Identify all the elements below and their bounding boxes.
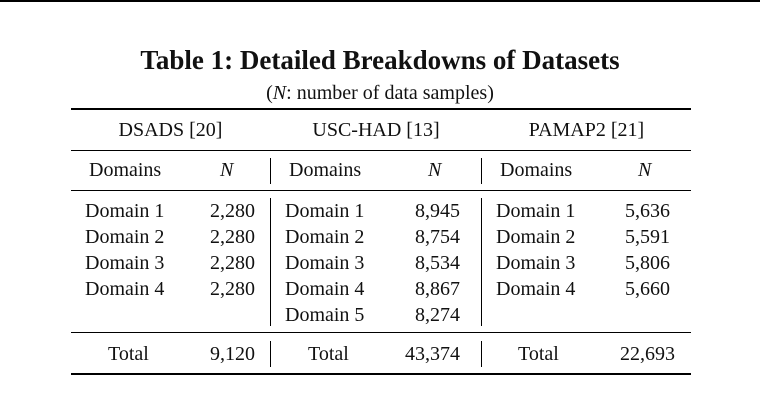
- total-rule: [71, 332, 691, 333]
- column-separator: [270, 341, 271, 367]
- table-cell-domain: Domain 2: [496, 226, 576, 248]
- table-cell-n: 8,274: [415, 304, 460, 326]
- table-cell-n: 2,280: [210, 278, 255, 300]
- top-rule: [71, 108, 691, 110]
- total-label: Total: [108, 343, 149, 365]
- table-cell-n: 8,945: [415, 200, 460, 222]
- table-cell-n: 5,636: [625, 200, 670, 222]
- column-separator: [481, 198, 482, 326]
- table-subtitle: (N: number of data samples): [0, 80, 760, 106]
- column-separator: [481, 158, 482, 184]
- table-cell-n: 2,280: [210, 200, 255, 222]
- table-cell-n: 8,754: [415, 226, 460, 248]
- table-cell-n: 5,660: [625, 278, 670, 300]
- table-cell-n: 5,591: [625, 226, 670, 248]
- table-cell-n: 8,867: [415, 278, 460, 300]
- total-value: 22,693: [620, 343, 675, 365]
- table-cell-domain: Domain 4: [85, 278, 165, 300]
- column-header-domains: Domains: [500, 159, 573, 181]
- table-cell-domain: Domain 2: [285, 226, 365, 248]
- table-cell-domain: Domain 3: [285, 252, 365, 274]
- column-separator: [270, 198, 271, 326]
- top-border: [0, 0, 760, 2]
- total-value: 43,374: [405, 343, 460, 365]
- bottom-rule: [71, 373, 691, 375]
- column-header-domains: Domains: [89, 159, 162, 181]
- column-header-domains: Domains: [289, 159, 362, 181]
- column-separator: [270, 158, 271, 184]
- subtitle-open: (: [266, 82, 273, 104]
- total-label: Total: [518, 343, 559, 365]
- subtitle-symbol: N: [272, 82, 287, 104]
- table-cell-domain: Domain 1: [496, 200, 576, 222]
- table-cell-domain: Domain 3: [85, 252, 165, 274]
- table-cell-n: 2,280: [210, 226, 255, 248]
- column-separator: [481, 341, 482, 367]
- column-header-rule: [71, 190, 691, 191]
- table-cell-domain: Domain 3: [496, 252, 576, 274]
- subtitle-text: : number of data samples): [286, 82, 494, 104]
- table-cell-domain: Domain 1: [85, 200, 165, 222]
- column-header-n: N: [428, 159, 442, 181]
- table-cell-n: 5,806: [625, 252, 670, 274]
- group-header-usc-had: USC-HAD [13]: [312, 119, 440, 141]
- column-header-n: N: [638, 159, 652, 181]
- table-cell-n: 2,280: [210, 252, 255, 274]
- table-cell-domain: Domain 4: [285, 278, 365, 300]
- group-header-pamap2: PAMAP2 [21]: [528, 119, 645, 141]
- table-cell-domain: Domain 2: [85, 226, 165, 248]
- group-header-rule: [71, 150, 691, 151]
- total-value: 9,120: [210, 343, 255, 365]
- table-cell-domain: Domain 5: [285, 304, 365, 326]
- total-label: Total: [308, 343, 349, 365]
- group-header-dsads: DSADS [20]: [118, 119, 223, 141]
- table-cell-domain: Domain 4: [496, 278, 576, 300]
- column-header-n: N: [220, 159, 234, 181]
- table-title: Table 1: Detailed Breakdowns of Datasets: [140, 45, 620, 75]
- table-cell-n: 8,534: [415, 252, 460, 274]
- table-cell-domain: Domain 1: [285, 200, 365, 222]
